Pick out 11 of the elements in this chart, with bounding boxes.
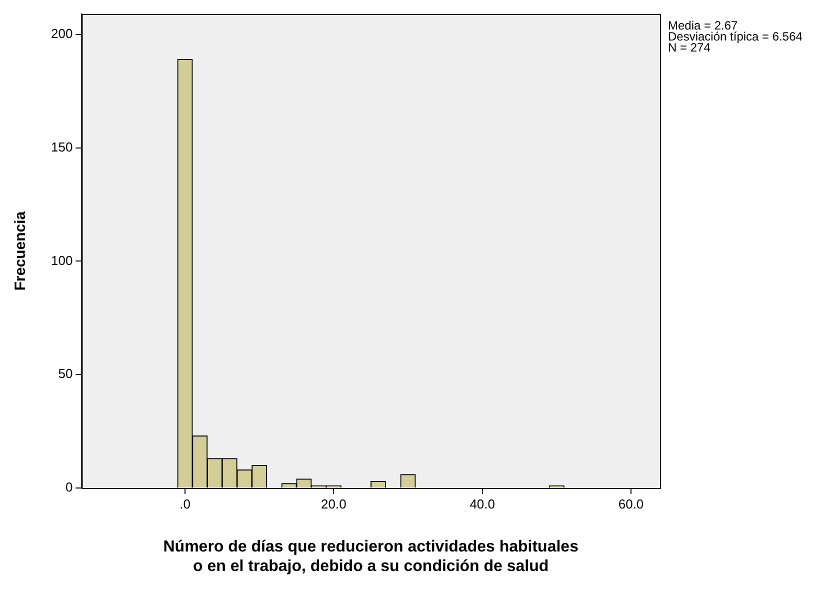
y-tick-label: 0	[65, 480, 73, 495]
y-tick-label: 150	[50, 139, 73, 154]
x-tick-label: .0	[180, 496, 190, 512]
x-tick-label: 20.0	[321, 496, 346, 512]
y-tick-label: 100	[50, 252, 73, 268]
y-axis-title: Frecuencia	[12, 210, 30, 291]
x-tick-label: 40.0	[470, 496, 495, 512]
x-axis-title: Número de días que reducieron actividades habituales o en el trabajo, debido a su condición de salud	[163, 538, 579, 575]
y-tick-label: 200	[50, 26, 73, 41]
x-tick-label: 60.0	[618, 496, 644, 512]
y-tick-label: 50	[58, 366, 73, 382]
